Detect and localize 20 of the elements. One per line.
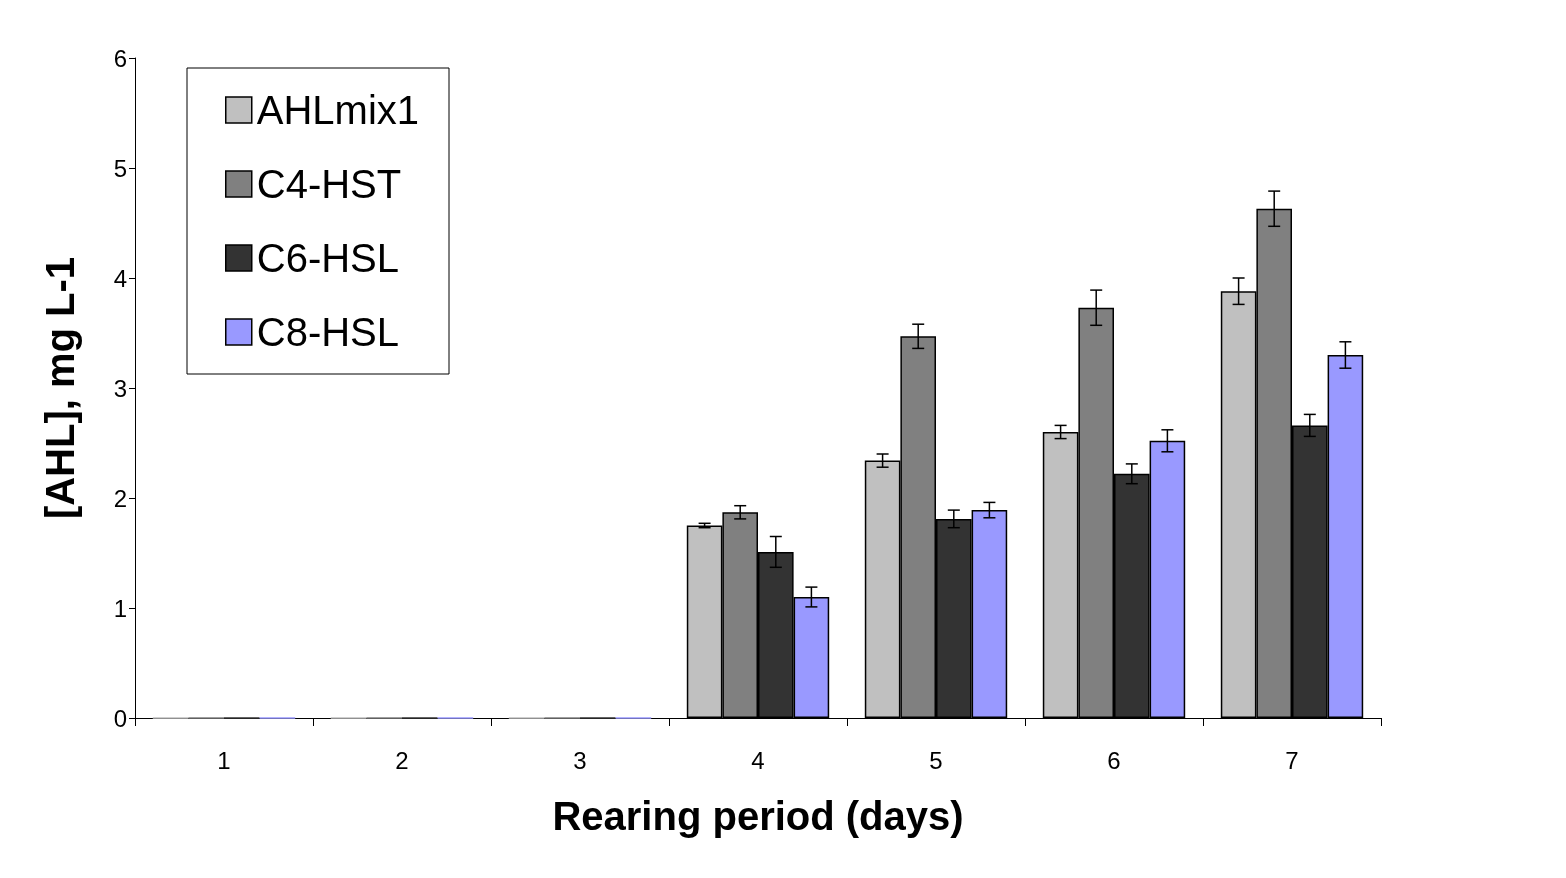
x-tick-label: 1: [217, 746, 231, 774]
x-tick-label: 6: [1107, 746, 1121, 774]
y-tick-label: 3: [113, 374, 127, 402]
legend-label: C4-HST: [256, 162, 402, 206]
legend-label: AHLmix1: [256, 88, 420, 132]
x-tick-label: 3: [573, 746, 587, 774]
y-tick-label: 5: [113, 154, 127, 182]
x-axis-title: Rearing period (days): [552, 794, 964, 838]
x-tick-label: 4: [751, 746, 765, 774]
y-tick-label: 0: [113, 704, 127, 732]
y-tick-label: 4: [113, 264, 127, 292]
x-tick-label: 2: [395, 746, 409, 774]
y-tick-label: 1: [113, 594, 127, 622]
y-axis-title: [AHL], mg L-1: [38, 256, 82, 520]
legend-label: C8-HSL: [256, 310, 400, 354]
y-tick-label: 6: [113, 44, 127, 72]
x-tick-label: 7: [1285, 746, 1299, 774]
y-tick-label: 2: [113, 484, 127, 512]
legend-label: C6-HSL: [256, 236, 400, 280]
x-tick-label: 5: [929, 746, 943, 774]
